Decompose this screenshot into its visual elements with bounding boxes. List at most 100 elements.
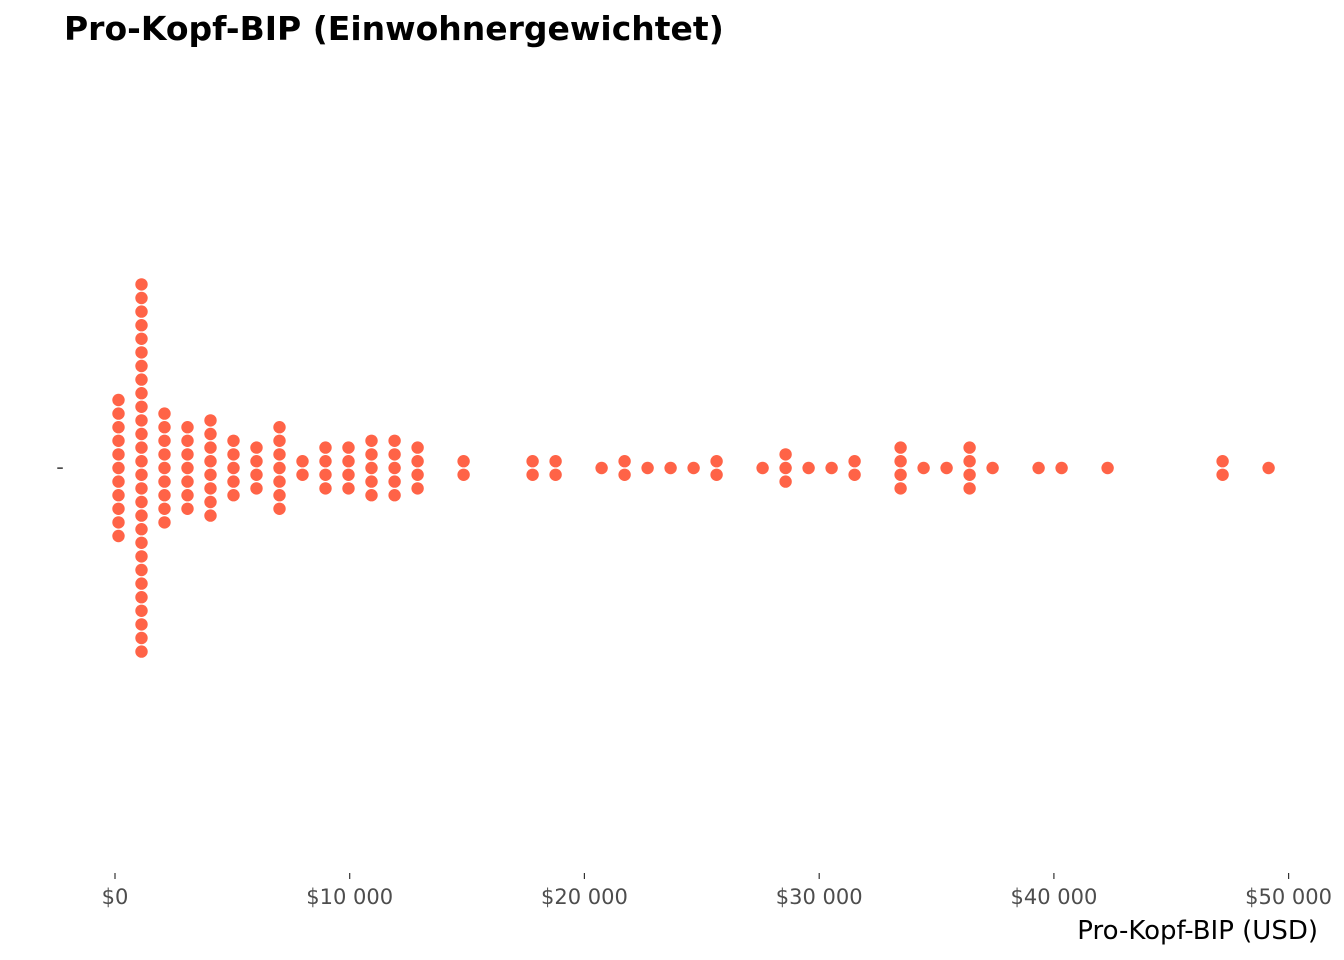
data-dot — [158, 461, 171, 475]
data-dot — [135, 577, 148, 590]
data-dot — [181, 502, 194, 515]
x-axis-title: Pro-Kopf-BIP (USD) — [1077, 916, 1318, 946]
data-dot — [411, 468, 424, 481]
data-dot — [135, 591, 148, 604]
data-dot — [158, 489, 171, 502]
data-dot — [273, 475, 286, 488]
data-dot — [779, 475, 792, 488]
data-dot — [250, 455, 263, 468]
data-dot — [296, 455, 309, 468]
data-dot — [365, 434, 378, 447]
data-dot — [319, 468, 332, 481]
data-dot — [365, 448, 378, 461]
data-dot — [1216, 468, 1229, 481]
data-dot — [158, 448, 171, 461]
data-dot — [549, 468, 562, 481]
data-dot — [135, 604, 148, 617]
data-dot — [112, 529, 125, 543]
data-dot — [135, 319, 148, 332]
data-dot — [135, 455, 148, 468]
y-tick-label: - — [56, 455, 64, 479]
data-dot — [250, 482, 263, 495]
data-dot — [135, 400, 148, 413]
data-dot — [112, 448, 125, 461]
data-dot — [181, 475, 194, 488]
data-dot — [135, 332, 148, 345]
data-dot — [618, 455, 631, 468]
data-dot — [273, 502, 286, 515]
data-dot — [963, 455, 976, 468]
data-dot — [181, 448, 194, 461]
data-dot — [296, 468, 309, 481]
data-dot — [319, 441, 332, 454]
data-dot — [963, 482, 976, 495]
data-dot — [227, 461, 240, 475]
data-dot — [1216, 455, 1229, 468]
data-dot — [158, 516, 171, 529]
data-dot — [112, 461, 125, 475]
data-dot — [457, 468, 470, 481]
data-dot — [204, 455, 217, 468]
data-dot — [112, 516, 125, 529]
data-dot — [135, 550, 148, 563]
data-dot — [687, 461, 700, 475]
data-dot — [227, 448, 240, 461]
data-dot — [135, 468, 148, 481]
data-dot — [112, 407, 125, 420]
data-dot — [158, 434, 171, 447]
data-dot — [135, 495, 148, 509]
data-dot — [411, 441, 424, 454]
data-dot — [135, 618, 148, 631]
data-dot — [181, 421, 194, 434]
data-dot — [526, 468, 539, 481]
data-dot — [411, 455, 424, 468]
chart-title: Pro-Kopf-BIP (Einwohnergewichtet) — [64, 9, 724, 48]
data-dot — [227, 434, 240, 447]
data-dot — [112, 421, 125, 434]
x-tick-label: $0 — [102, 885, 129, 909]
data-dot — [342, 455, 355, 468]
data-dot — [273, 421, 286, 434]
data-dot — [273, 461, 286, 475]
data-dot — [365, 475, 378, 488]
data-dot — [135, 645, 148, 658]
data-dot — [411, 482, 424, 495]
data-dot — [388, 434, 401, 447]
data-dot — [181, 434, 194, 447]
data-dot — [112, 393, 125, 407]
data-dot — [135, 414, 148, 427]
data-dot — [641, 461, 654, 475]
data-dot — [135, 346, 148, 359]
data-dot — [848, 468, 861, 481]
data-dot — [135, 278, 148, 291]
data-dot — [273, 434, 286, 447]
data-dot — [388, 461, 401, 475]
data-dot — [135, 427, 148, 441]
data-dot — [227, 489, 240, 502]
data-dot — [595, 461, 608, 475]
data-dot — [664, 461, 677, 475]
x-tick-label: $10 000 — [306, 885, 393, 909]
data-dot — [135, 482, 148, 495]
data-dot — [181, 461, 194, 475]
data-dot — [158, 502, 171, 515]
data-dot — [825, 461, 838, 475]
data-dot — [779, 461, 792, 475]
data-dot — [710, 455, 723, 468]
data-dot — [204, 414, 217, 427]
data-dot — [204, 468, 217, 481]
data-dot — [112, 502, 125, 515]
data-dot — [986, 461, 999, 475]
data-dot — [526, 455, 539, 468]
data-dot — [940, 461, 953, 475]
x-tick-label: $40 000 — [1010, 885, 1097, 909]
data-dot — [135, 523, 148, 536]
data-dot — [894, 482, 907, 495]
data-dot — [342, 441, 355, 454]
data-dot — [618, 468, 631, 481]
data-dot — [112, 434, 125, 447]
data-dot — [135, 441, 148, 454]
data-dot — [135, 359, 148, 373]
